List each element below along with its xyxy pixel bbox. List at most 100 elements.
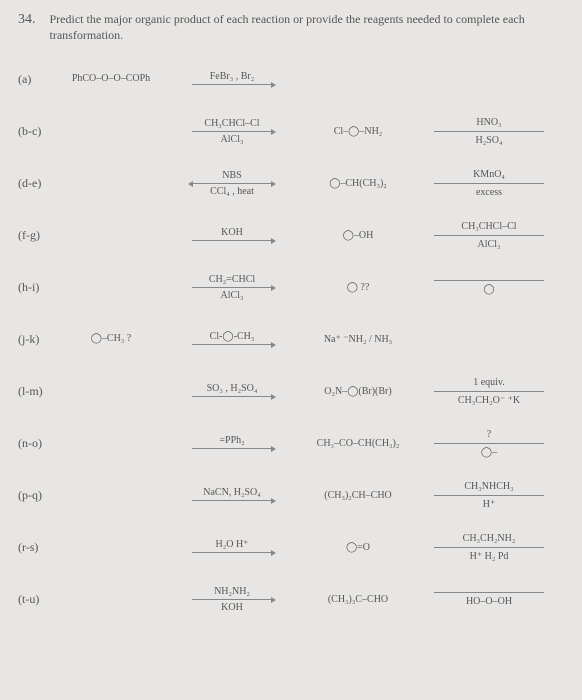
arrow-line — [192, 287, 272, 288]
row-label: (r-s) — [18, 540, 60, 555]
right-divider — [434, 592, 544, 593]
starting-material: PhCO–O–O–COPh — [66, 73, 156, 85]
right-reagent: KMnO₄excess — [414, 168, 564, 199]
product: Cl–◯–NH₂ — [308, 126, 408, 137]
reaction-row: (p-q)NaCN, H₂SO₄(CH₃)₂CH–CHOCH₃NHCH₃H⁺ — [18, 469, 564, 521]
arrow-line — [192, 599, 272, 600]
question-text: Predict the major organic product of eac… — [50, 12, 565, 43]
reagent-top: NaCN, H₂SO₄ — [162, 487, 302, 498]
right-reagent-top: CH₃CHCl–Cl — [414, 220, 564, 233]
reagent-top: H₂O H⁺ — [162, 539, 302, 550]
row-label: (j-k) — [18, 332, 60, 347]
reagent-top: NH₂NH₂ — [162, 586, 302, 597]
right-divider — [434, 280, 544, 281]
reaction-row: (r-s)H₂O H⁺◯=OCH₃CH₂NH₂H⁺ H₂ Pd — [18, 521, 564, 573]
product: Na⁺ ⁻NH₂ / NH₃ — [308, 334, 408, 345]
right-divider — [434, 547, 544, 548]
row-label: (n-o) — [18, 436, 60, 451]
right-reagent-bottom: AlCl₃ — [414, 238, 564, 251]
reagent-top: =PPh₂ — [162, 435, 302, 446]
right-reagent-top: HNO₃ — [414, 116, 564, 129]
right-divider — [434, 183, 544, 184]
reagent-top: Cl-◯-CH₃ — [162, 331, 302, 342]
arrow-line — [192, 344, 272, 345]
reagent-bottom: AlCl₃ — [162, 134, 302, 145]
right-divider — [434, 235, 544, 236]
arrow-line — [192, 500, 272, 501]
right-divider — [434, 131, 544, 132]
right-reagent-bottom: H⁺ H₂ Pd — [414, 550, 564, 563]
reagent-arrow: =PPh₂ — [162, 435, 302, 451]
reagent-arrow: SO₃ , H₂SO₄ — [162, 383, 302, 399]
reaction-row: (t-u) NH₂NH₂ KOH (CH₃)₃C–CHO HO–O–OH — [18, 573, 564, 625]
reagent-arrow: Cl-◯-CH₃ — [162, 331, 302, 347]
right-reagent: CH₃CHCl–Cl AlCl₃ — [414, 220, 564, 251]
right-reagent: 1 equiv. CH₃CH₂O⁻ ⁺K — [414, 376, 564, 407]
reaction-list: (a) PhCO–O–O–COPh FeBr₃ , Br₂ (b-c) CH₃CHCl–… — [18, 53, 564, 625]
reaction-row: (b-c) CH₃CHCl–Cl AlCl₃ Cl–◯–NH₂ HNO₃ H₂SO₄ — [18, 105, 564, 157]
right-reagent-top: CH₃CH₂NH₂ — [414, 532, 564, 545]
worksheet-page: 34. Predict the major organic product of… — [0, 0, 582, 625]
reagent-top: NBS — [162, 170, 302, 181]
product: (CH₃)₃C–CHO — [308, 594, 408, 605]
reaction-row: (l-m) SO₃ , H₂SO₄ O₂N–◯(Br)(Br) 1 equiv. CH₃… — [18, 365, 564, 417]
product: CH₃–CO–CH(CH₃)₂ — [308, 438, 408, 449]
reagent-arrow: NaCN, H₂SO₄ — [162, 487, 302, 503]
arrow-line — [192, 183, 272, 184]
reagent-arrow: H₂O H⁺ — [162, 539, 302, 555]
right-reagent: ? ◯– — [414, 428, 564, 459]
reaction-row: (a) PhCO–O–O–COPh FeBr₃ , Br₂ — [18, 53, 564, 105]
row-label: (d-e) — [18, 176, 60, 191]
arrow-line — [192, 131, 272, 132]
reaction-row: (h-i) CH₂=CHCl AlCl₃ ◯ ?? ◯ — [18, 261, 564, 313]
right-divider — [434, 495, 544, 496]
right-reagent-top: 1 equiv. — [414, 376, 564, 389]
reagent-arrow: FeBr₃ , Br₂ — [162, 71, 302, 87]
product: ◯–CH(CH₃)₂ — [308, 178, 408, 189]
right-reagent-bottom: HO–O–OH — [414, 595, 564, 608]
reagent-arrow: NBS CCl₄ , heat — [162, 170, 302, 197]
right-divider — [434, 391, 544, 392]
right-reagent: CH₃NHCH₃H⁺ — [414, 480, 564, 511]
right-reagent-bottom: ◯ — [414, 283, 564, 296]
product: O₂N–◯(Br)(Br) — [308, 386, 408, 397]
question-number: 34. — [18, 12, 36, 43]
reaction-row: (f-g)KOH◯–OHCH₃CHCl–ClAlCl₃ — [18, 209, 564, 261]
row-label: (b-c) — [18, 124, 60, 139]
arrow-line — [192, 448, 272, 449]
right-reagent: HNO₃ H₂SO₄ — [414, 116, 564, 147]
reagent-arrow: CH₂=CHCl AlCl₃ — [162, 274, 302, 301]
right-reagent-top: CH₃NHCH₃ — [414, 480, 564, 493]
reagent-bottom: AlCl₃ — [162, 290, 302, 301]
reagent-top: CH₃CHCl–Cl — [162, 118, 302, 129]
right-reagent-bottom: excess — [414, 186, 564, 199]
row-label: (h-i) — [18, 280, 60, 295]
reagent-arrow: NH₂NH₂ KOH — [162, 586, 302, 613]
reaction-row: (n-o) =PPh₂ CH₃–CO–CH(CH₃)₂? ◯– — [18, 417, 564, 469]
reagent-top: CH₂=CHCl — [162, 274, 302, 285]
arrow-line — [192, 84, 272, 85]
right-reagent-bottom: CH₃CH₂O⁻ ⁺K — [414, 394, 564, 407]
product: ◯ ?? — [308, 282, 408, 293]
row-label: (a) — [18, 72, 60, 87]
reagent-bottom: CCl₄ , heat — [162, 186, 302, 197]
right-reagent-top: ? — [414, 428, 564, 441]
reaction-row: (j-k) ◯–CH₃ ? Cl-◯-CH₃ Na⁺ ⁻NH₂ / NH₃ — [18, 313, 564, 365]
reagent-arrow: CH₃CHCl–Cl AlCl₃ — [162, 118, 302, 145]
product: (CH₃)₂CH–CHO — [308, 490, 408, 501]
row-label: (l-m) — [18, 384, 60, 399]
row-label: (f-g) — [18, 228, 60, 243]
arrow-line — [192, 396, 272, 397]
right-reagent-bottom: H₂SO₄ — [414, 134, 564, 147]
reagent-top: FeBr₃ , Br₂ — [162, 71, 302, 82]
reagent-arrow: KOH — [162, 227, 302, 243]
reagent-top: SO₃ , H₂SO₄ — [162, 383, 302, 394]
arrow-line — [192, 552, 272, 553]
question-header: 34. Predict the major organic product of… — [18, 12, 564, 43]
reagent-top: KOH — [162, 227, 302, 238]
reagent-bottom: KOH — [162, 602, 302, 613]
row-label: (t-u) — [18, 592, 60, 607]
starting-material: ◯–CH₃ ? — [66, 333, 156, 345]
right-reagent: ◯ — [414, 278, 564, 296]
right-reagent-bottom: ◯– — [414, 446, 564, 459]
